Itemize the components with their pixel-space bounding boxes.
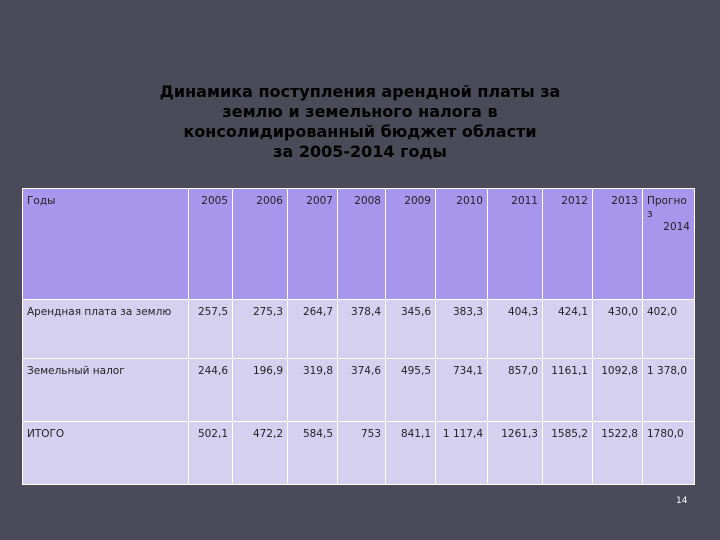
title-line-4: за 2005-2014 годы: [273, 142, 447, 161]
value-cell: 495,5: [385, 358, 436, 422]
value-cell: 257,5: [188, 299, 233, 359]
title-line-3: консолидированный бюджет области: [183, 122, 537, 141]
value-cell: 196,9: [232, 358, 288, 422]
value-cell: 424,1: [542, 299, 593, 359]
table-header-row: Годы 2005 2006 2007 2008 2009 2010 2011 …: [22, 188, 695, 300]
value-cell: 753: [337, 421, 386, 485]
forecast-label-part-1: Прогно: [647, 195, 687, 207]
value-cell: 402,0: [642, 299, 695, 359]
value-cell: 584,5: [287, 421, 338, 485]
title-line-2: землю и земельного налога в: [222, 102, 498, 121]
value-cell: 244,6: [188, 358, 233, 422]
value-cell: 857,0: [487, 358, 543, 422]
revenue-table: Годы 2005 2006 2007 2008 2009 2010 2011 …: [22, 188, 695, 485]
value-cell: 1 117,4: [435, 421, 488, 485]
value-cell: 502,1: [188, 421, 233, 485]
forecast-label-part-2: з: [647, 208, 653, 220]
value-cell: 1585,2: [542, 421, 593, 485]
value-cell: 1092,8: [592, 358, 643, 422]
value-cell: 374,6: [337, 358, 386, 422]
page-number: 14: [676, 496, 688, 506]
value-cell: 1261,3: [487, 421, 543, 485]
slide-title: Динамика поступления арендной платы за з…: [130, 82, 590, 162]
value-cell: 319,8: [287, 358, 338, 422]
value-cell: 1 378,0: [642, 358, 695, 422]
header-year-cell: 2013: [592, 188, 643, 300]
table-row: Земельный налог 244,6 196,9 319,8 374,6 …: [22, 358, 695, 422]
forecast-year: 2014: [663, 221, 690, 233]
row-label: ИТОГО: [22, 421, 189, 485]
value-cell: 404,3: [487, 299, 543, 359]
header-year-cell: 2009: [385, 188, 436, 300]
header-year-cell: 2011: [487, 188, 543, 300]
header-years-label: Годы: [22, 188, 189, 300]
header-year-cell: 2007: [287, 188, 338, 300]
header-year-cell: 2012: [542, 188, 593, 300]
value-cell: 1161,1: [542, 358, 593, 422]
value-cell: 264,7: [287, 299, 338, 359]
table-row: ИТОГО 502,1 472,2 584,5 753 841,1 1 117,…: [22, 421, 695, 485]
row-label: Арендная плата за землю: [22, 299, 189, 359]
value-cell: 1780,0: [642, 421, 695, 485]
value-cell: 275,3: [232, 299, 288, 359]
header-year-cell: 2006: [232, 188, 288, 300]
value-cell: 734,1: [435, 358, 488, 422]
header-forecast-cell: Прогно з 2014: [642, 188, 695, 300]
table-row: Арендная плата за землю 257,5 275,3 264,…: [22, 299, 695, 359]
value-cell: 430,0: [592, 299, 643, 359]
header-year-cell: 2010: [435, 188, 488, 300]
title-line-1: Динамика поступления арендной платы за: [159, 82, 561, 101]
value-cell: 345,6: [385, 299, 436, 359]
value-cell: 1522,8: [592, 421, 643, 485]
header-year-cell: 2005: [188, 188, 233, 300]
value-cell: 378,4: [337, 299, 386, 359]
value-cell: 841,1: [385, 421, 436, 485]
value-cell: 472,2: [232, 421, 288, 485]
value-cell: 383,3: [435, 299, 488, 359]
header-year-cell: 2008: [337, 188, 386, 300]
row-label: Земельный налог: [22, 358, 189, 422]
